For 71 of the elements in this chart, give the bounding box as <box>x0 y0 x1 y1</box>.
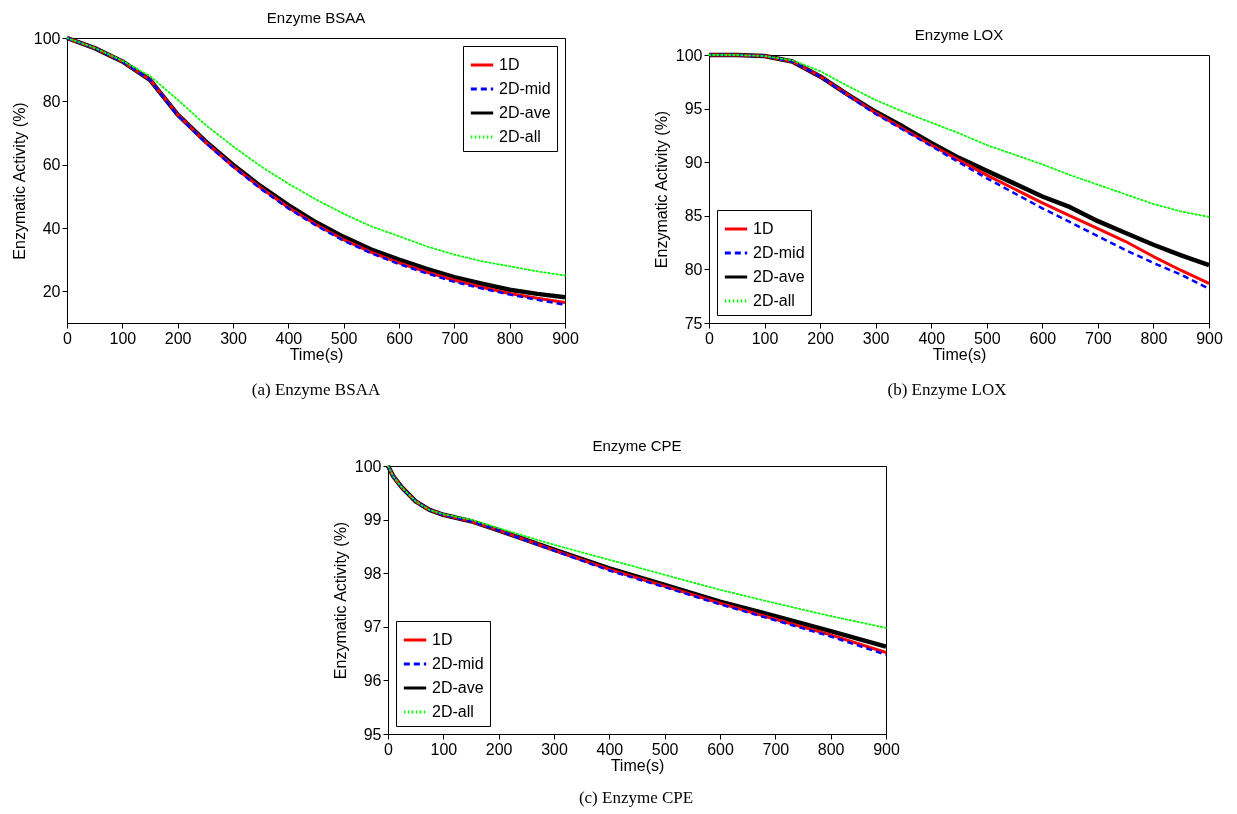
x-tick-label: 500 <box>651 740 679 758</box>
legend-label: 2D-all <box>753 292 795 309</box>
legend-label: 2D-ave <box>753 268 805 285</box>
y-tick-label: 60 <box>42 156 61 174</box>
x-tick-label: 700 <box>762 740 790 758</box>
y-tick-label: 80 <box>42 92 61 110</box>
y-tick-label: 40 <box>42 219 61 237</box>
legend-label: 2D-ave <box>499 104 551 121</box>
x-tick-label: 300 <box>220 329 247 347</box>
x-tick-label: 800 <box>1140 329 1168 347</box>
x-tick-label: 900 <box>873 740 900 758</box>
y-tick-label: 85 <box>684 207 703 225</box>
text: (a) Enzyme BSAA <box>251 380 381 400</box>
legend-label: 2D-all <box>432 703 474 720</box>
x-tick-label: 400 <box>275 329 303 347</box>
y-tick-label: 96 <box>363 671 382 689</box>
legend-label: 2D-all <box>499 128 541 145</box>
x-tick-label: 200 <box>485 740 513 758</box>
x-tick-label: 900 <box>1196 329 1223 347</box>
chart-title: Enzyme CPE <box>592 437 682 454</box>
y-tick-label: 98 <box>363 564 382 582</box>
x-tick-label: 200 <box>164 329 192 347</box>
y-tick-label: 80 <box>684 260 703 278</box>
x-tick-label: 600 <box>1029 329 1057 347</box>
x-tick-label: 0 <box>384 740 394 758</box>
x-tick-label: 600 <box>386 329 413 347</box>
x-tick-label: 900 <box>552 329 579 347</box>
text: (b) Enzyme LOX <box>887 380 1007 400</box>
x-tick-label: 800 <box>496 329 524 347</box>
x-tick-label: 700 <box>441 329 469 347</box>
x-tick-label: 500 <box>973 329 1001 347</box>
x-tick-label: 0 <box>705 329 715 347</box>
legend-label: 1D <box>753 220 774 237</box>
x-axis-title: Time(s) <box>289 345 344 363</box>
y-tick-label: 95 <box>363 725 382 743</box>
legend-label: 1D <box>432 631 453 648</box>
y-tick-label: 100 <box>675 46 703 64</box>
y-tick-label: 90 <box>684 153 703 171</box>
x-tick-label: 400 <box>918 329 946 347</box>
text: (c) Enzyme CPE <box>578 788 694 808</box>
y-tick-label: 99 <box>363 511 382 529</box>
y-tick-label: 97 <box>363 618 382 636</box>
x-tick-label: 600 <box>707 740 734 758</box>
x-tick-label: 100 <box>109 329 137 347</box>
x-tick-label: 300 <box>541 740 568 758</box>
y-tick-label: 100 <box>33 29 61 47</box>
x-tick-label: 300 <box>862 329 890 347</box>
x-axis-title: Time(s) <box>610 756 665 774</box>
y-tick-label: 100 <box>354 457 382 475</box>
chart-title: Enzyme LOX <box>914 26 1004 43</box>
x-tick-label: 700 <box>1085 329 1112 347</box>
y-axis-title: Enzymatic Activity (%) <box>652 110 670 269</box>
x-tick-label: 100 <box>430 740 458 758</box>
y-axis-title: Enzymatic Activity (%) <box>331 521 349 680</box>
legend-label: 2D-ave <box>432 679 484 696</box>
x-tick-label: 800 <box>817 740 845 758</box>
legend-label: 2D-mid <box>753 244 805 261</box>
x-tick-label: 400 <box>596 740 624 758</box>
y-axis-title: Enzymatic Activity (%) <box>10 102 28 260</box>
legend-label: 1D <box>499 56 520 73</box>
legend-label: 2D-mid <box>432 655 484 672</box>
y-tick-label: 95 <box>684 100 703 118</box>
chart-title: Enzyme BSAA <box>266 9 366 26</box>
x-tick-label: 500 <box>330 329 358 347</box>
y-tick-label: 20 <box>42 282 61 300</box>
x-tick-label: 200 <box>807 329 835 347</box>
y-tick-label: 75 <box>684 314 703 332</box>
x-tick-label: 100 <box>751 329 779 347</box>
legend-label: 2D-mid <box>499 80 551 97</box>
x-axis-title: Time(s) <box>932 345 987 363</box>
x-tick-label: 0 <box>63 329 73 347</box>
